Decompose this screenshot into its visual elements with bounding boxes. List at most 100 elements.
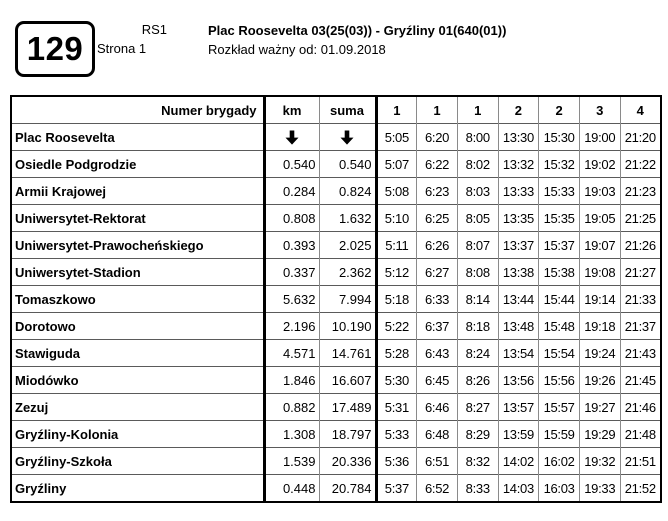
departure-time: 6:51 — [416, 447, 458, 475]
route-code: RS1 — [141, 22, 167, 37]
departure-time: 19:05 — [578, 204, 621, 232]
departure-time: 5:36 — [374, 447, 417, 475]
departure-time: 8:29 — [456, 420, 499, 448]
stop-name: Armii Krajowej — [10, 177, 264, 205]
departure-time: 19:33 — [578, 474, 621, 502]
departure-time: 8:18 — [456, 312, 499, 340]
departure-time: 6:37 — [416, 312, 458, 340]
departure-time: 19:00 — [578, 123, 621, 151]
departure-time: 21:33 — [619, 285, 661, 313]
departure-time: 21:51 — [619, 447, 661, 475]
departure-time: 8:03 — [456, 177, 499, 205]
stop-row: Armii Krajowej 0.284 0.824 5:08 6:23 8:03 13:3… — [10, 177, 661, 205]
departure-time: 19:07 — [578, 231, 621, 259]
suma-value: 10.190 — [318, 312, 376, 340]
departure-time: 13:35 — [497, 204, 539, 232]
col-header-brigade-3: 1 — [456, 95, 499, 124]
departure-time: 15:37 — [538, 231, 580, 259]
suma-value: 1.632 — [318, 204, 376, 232]
departure-time: 21:26 — [619, 231, 661, 259]
departure-time: 5:12 — [374, 258, 417, 286]
departure-time: 15:57 — [538, 393, 580, 421]
departure-time: 19:32 — [578, 447, 621, 475]
col-header-brigade-7: 4 — [619, 95, 661, 124]
stop-row: Uniwersytet-Stadion 0.337 2.362 5:12 6:27 8:0… — [10, 258, 661, 286]
col-header-brigade-2: 1 — [416, 95, 458, 124]
departure-time: 13:59 — [497, 420, 539, 448]
departure-time: 8:24 — [456, 339, 499, 367]
col-header-brigade-1: 1 — [374, 95, 417, 124]
departure-time: 19:14 — [578, 285, 621, 313]
departure-time: 19:27 — [578, 393, 621, 421]
departure-time: 5:07 — [374, 150, 417, 178]
departure-time: 8:08 — [456, 258, 499, 286]
stop-row: Dorotowo 2.196 10.190 5:22 6:37 8:18 13:48 15:4… — [10, 312, 661, 340]
stop-row: Uniwersytet-Prawocheńskiego 0.393 2.025 5:1… — [10, 231, 661, 259]
km-value: 0.882 — [262, 393, 319, 421]
stop-name: Gryźliny-Szkoła — [10, 447, 264, 475]
departure-time: 6:26 — [416, 231, 458, 259]
departure-time: 19:24 — [578, 339, 621, 367]
km-value: 1.846 — [262, 366, 319, 394]
suma-value: 2.362 — [318, 258, 376, 286]
departure-time: 6:52 — [416, 474, 458, 502]
stop-name: Plac Roosevelta — [10, 123, 264, 151]
km-value: 4.571 — [262, 339, 319, 367]
km-value: 0.448 — [262, 474, 319, 502]
col-header-brigade-5: 2 — [538, 95, 580, 124]
departure-time: 6:22 — [416, 150, 458, 178]
suma-value: 14.761 — [318, 339, 376, 367]
stop-row: Gryźliny-Kolonia 1.308 18.797 5:33 6:48 8:29 1… — [10, 420, 661, 448]
departure-time: 14:02 — [497, 447, 539, 475]
departure-time: 6:45 — [416, 366, 458, 394]
stop-row: Osiedle Podgrodzie 0.540 0.540 5:07 6:22 8:02… — [10, 150, 661, 178]
km-value: 1.539 — [262, 447, 319, 475]
suma-value: 20.784 — [318, 474, 376, 502]
departure-time: 6:48 — [416, 420, 458, 448]
departure-time: 19:18 — [578, 312, 621, 340]
suma-value: 16.607 — [318, 366, 376, 394]
suma-value: 2.025 — [318, 231, 376, 259]
stop-name: Miodówko — [10, 366, 264, 394]
departure-time: 19:29 — [578, 420, 621, 448]
departure-time: 8:00 — [456, 123, 499, 151]
suma-value: 17.489 — [318, 393, 376, 421]
departure-time: 13:37 — [497, 231, 539, 259]
departure-time: 5:22 — [374, 312, 417, 340]
title-block: Plac Roosevelta 03(25(03)) - Gryźliny 01… — [208, 21, 506, 59]
departure-time: 21:37 — [619, 312, 661, 340]
departure-time: 5:33 — [374, 420, 417, 448]
departure-time: 15:33 — [538, 177, 580, 205]
stop-name: Zezuj — [10, 393, 264, 421]
header-row: Numer brygady km suma 1 1 1 2 2 3 4 — [10, 95, 661, 124]
suma-value: 18.797 — [318, 420, 376, 448]
departure-time: 13:38 — [497, 258, 539, 286]
departure-time: 5:11 — [374, 231, 417, 259]
departure-time: 13:57 — [497, 393, 539, 421]
departure-time: 13:32 — [497, 150, 539, 178]
departure-time: 8:27 — [456, 393, 499, 421]
departure-time: 5:28 — [374, 339, 417, 367]
page-label: Strona 1 — [97, 41, 147, 56]
km-value — [262, 123, 319, 151]
departure-time: 15:35 — [538, 204, 580, 232]
departure-time: 21:22 — [619, 150, 661, 178]
col-header-brigade-6: 3 — [578, 95, 621, 124]
stop-name: Tomaszkowo — [10, 285, 264, 313]
departure-time: 13:48 — [497, 312, 539, 340]
suma-value: 0.824 — [318, 177, 376, 205]
departure-time: 19:26 — [578, 366, 621, 394]
departure-time: 6:43 — [416, 339, 458, 367]
line-number: 129 — [26, 30, 84, 67]
departure-time: 6:20 — [416, 123, 458, 151]
stop-name: Uniwersytet-Rektorat — [10, 204, 264, 232]
departure-time: 13:33 — [497, 177, 539, 205]
km-value: 0.808 — [262, 204, 319, 232]
departure-time: 21:45 — [619, 366, 661, 394]
departure-time: 15:54 — [538, 339, 580, 367]
departure-time: 16:03 — [538, 474, 580, 502]
departure-time: 6:23 — [416, 177, 458, 205]
stop-name: Stawiguda — [10, 339, 264, 367]
departure-time: 21:25 — [619, 204, 661, 232]
departure-time: 5:18 — [374, 285, 417, 313]
